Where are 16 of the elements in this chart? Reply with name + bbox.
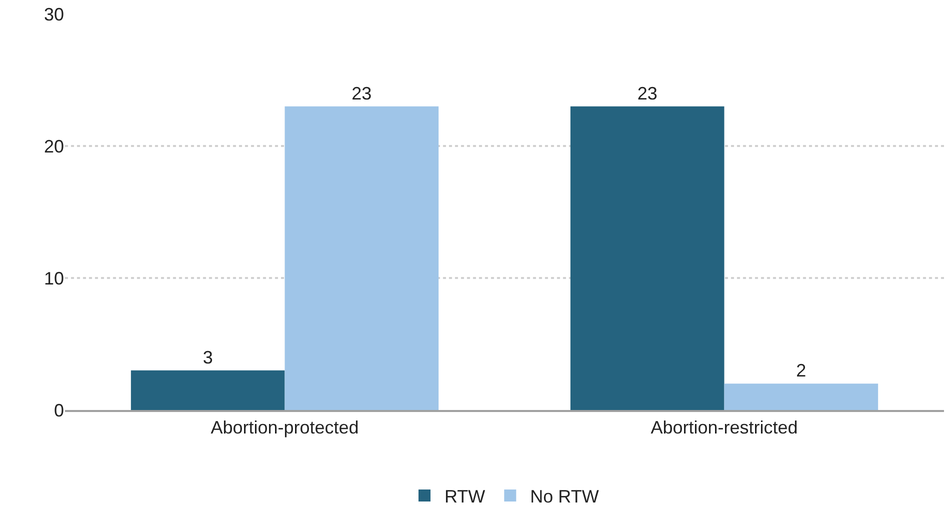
bar [570,106,724,410]
y-tick-label: 20 [44,136,64,156]
bar [284,106,439,410]
x-tick-label: Abortion-restricted [650,418,798,438]
x-tick-label: Abortion-protected [210,418,359,438]
legend-label: No RTW [530,486,599,507]
data-label: 23 [637,83,658,104]
data-label: 2 [796,360,806,381]
data-label: 23 [352,83,372,104]
y-tick-label: 0 [54,400,64,420]
bar [724,384,878,410]
data-label: 3 [202,347,213,368]
bar [130,370,285,410]
y-tick-label: 10 [44,268,64,288]
legend-label: RTW [444,486,486,507]
y-tick-label: 30 [44,4,64,24]
